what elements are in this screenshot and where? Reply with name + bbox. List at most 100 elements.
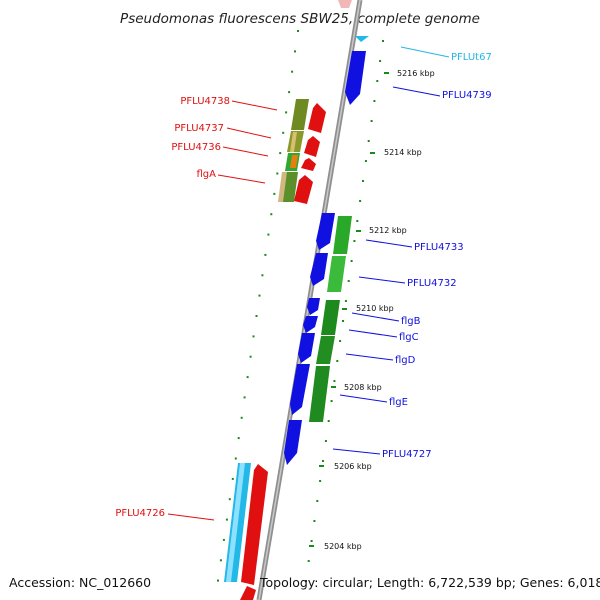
label-flgA[interactable]: flgA bbox=[197, 169, 217, 180]
trna-bar bbox=[226, 463, 245, 582]
gc-bar bbox=[290, 132, 297, 152]
guide-dot bbox=[249, 355, 252, 358]
guide-dot bbox=[373, 100, 376, 102]
label-flgB[interactable]: flgB bbox=[401, 316, 421, 327]
label-flgE[interactable]: flgE bbox=[389, 397, 408, 408]
guide-dot bbox=[285, 111, 288, 114]
guide-dot bbox=[276, 172, 279, 175]
label-PFLU4736[interactable]: PFLU4736 bbox=[171, 142, 221, 153]
gc-bar bbox=[321, 300, 340, 335]
guide-dot bbox=[379, 60, 382, 62]
guide-dot bbox=[330, 400, 333, 402]
guide-dot bbox=[310, 540, 313, 542]
guide-dot bbox=[234, 457, 237, 460]
gene-PFLU4726[interactable] bbox=[241, 464, 268, 585]
guide-dot bbox=[327, 420, 330, 422]
guide-dot bbox=[350, 260, 353, 262]
gc-bar bbox=[333, 216, 352, 254]
scale-label: 5216 kbp bbox=[397, 69, 435, 78]
guide-dot bbox=[267, 233, 270, 236]
gc-bar bbox=[316, 336, 335, 364]
gc-content-track bbox=[278, 99, 352, 422]
guide-dot bbox=[316, 500, 319, 502]
guide-dot bbox=[231, 477, 234, 480]
guide-dot bbox=[347, 280, 350, 282]
guide-dot bbox=[225, 518, 228, 521]
accession-text: Accession: NC_012660 bbox=[9, 575, 151, 590]
label-PFLU4737[interactable]: PFLU4737 bbox=[174, 123, 224, 134]
gc-bar bbox=[291, 99, 309, 130]
guide-dot bbox=[297, 30, 299, 32]
gene-flgE[interactable] bbox=[290, 364, 310, 415]
gene-PFLU4739[interactable] bbox=[345, 51, 366, 105]
label-PFLU4726[interactable]: PFLU4726 bbox=[115, 508, 165, 519]
guide-dot bbox=[252, 335, 255, 338]
guide-dot bbox=[255, 315, 258, 317]
gene-flgD[interactable] bbox=[298, 333, 315, 363]
gene-flgC[interactable] bbox=[303, 316, 318, 333]
trna-PFLUt67[interactable] bbox=[355, 36, 369, 42]
guide-dot bbox=[342, 320, 344, 322]
guide-dot bbox=[353, 240, 356, 242]
guide-dot bbox=[258, 294, 261, 297]
guide-dot bbox=[339, 340, 342, 342]
guide-dot bbox=[288, 91, 291, 94]
guide-dot bbox=[279, 152, 282, 155]
guide-dot bbox=[240, 416, 243, 419]
gene-bar bbox=[240, 586, 256, 600]
label-PFLU4732[interactable]: PFLU4732 bbox=[407, 278, 457, 289]
guide-dot bbox=[333, 380, 336, 382]
guide-dot bbox=[364, 160, 367, 162]
guide-dot bbox=[336, 360, 339, 362]
guide-dot bbox=[222, 538, 225, 541]
gene-PFLU4732[interactable] bbox=[310, 253, 328, 286]
guide-dot bbox=[270, 213, 273, 216]
guide-dot bbox=[367, 140, 370, 142]
guide-dot bbox=[376, 80, 379, 82]
label-PFLU4738[interactable]: PFLU4738 bbox=[180, 96, 230, 107]
gene-PFLU4738[interactable] bbox=[308, 103, 326, 133]
gene-flgB[interactable] bbox=[307, 298, 320, 315]
guide-dot bbox=[322, 460, 324, 462]
guide-dot bbox=[243, 396, 246, 399]
guide-dot bbox=[307, 560, 310, 562]
gene-PFLU4733[interactable] bbox=[316, 213, 335, 250]
guide-dot bbox=[217, 579, 219, 582]
topology-text: Topology: circular; Length: 6,722,539 bp… bbox=[259, 575, 600, 590]
label-PFLUt67[interactable]: PFLUt67 bbox=[451, 52, 492, 63]
guide-dot bbox=[264, 253, 267, 256]
guide-dot bbox=[261, 274, 264, 277]
label-flgD[interactable]: flgD bbox=[395, 355, 416, 366]
map-title: Pseudomonas fluorescens SBW25, complete … bbox=[120, 11, 480, 27]
guide-dot bbox=[344, 300, 347, 302]
trna-track bbox=[224, 36, 369, 582]
guide-dot bbox=[291, 70, 294, 73]
scale-label: 5204 kbp bbox=[324, 542, 362, 551]
gc-guide-dots bbox=[217, 30, 384, 582]
guide-dot bbox=[237, 437, 240, 440]
gc-bar bbox=[309, 366, 330, 422]
gene-PFLU4737[interactable] bbox=[304, 136, 320, 157]
label-flgC[interactable]: flgC bbox=[399, 332, 419, 343]
guide-dot bbox=[370, 120, 373, 122]
origin-marker bbox=[338, 0, 352, 8]
guide-dot bbox=[228, 498, 231, 501]
forward-strand-track bbox=[240, 103, 326, 600]
label-PFLU4727[interactable]: PFLU4727 bbox=[382, 449, 432, 460]
guide-dot bbox=[319, 480, 322, 482]
gene-flgA[interactable] bbox=[294, 175, 313, 204]
gene-PFLU4736[interactable] bbox=[301, 158, 316, 171]
gene-PFLU4727[interactable] bbox=[284, 420, 302, 465]
gc-bar bbox=[278, 172, 287, 202]
scale-label: 5206 kbp bbox=[334, 462, 372, 471]
label-PFLU4739[interactable]: PFLU4739 bbox=[442, 90, 492, 101]
gc-bar bbox=[290, 155, 298, 168]
guide-dot bbox=[246, 376, 249, 379]
guide-dot bbox=[313, 520, 316, 522]
right-gene-labels: PFLUt67 PFLU4739 PFLU4733 PFLU4732 flgB … bbox=[332, 46, 492, 460]
label-PFLU4733[interactable]: PFLU4733 bbox=[414, 242, 464, 253]
reverse-strand-track bbox=[284, 51, 366, 465]
guide-dot bbox=[219, 559, 222, 562]
left-gene-labels: PFLU4738 PFLU4737 PFLU4736 flgA PFLU4726 bbox=[115, 96, 278, 521]
